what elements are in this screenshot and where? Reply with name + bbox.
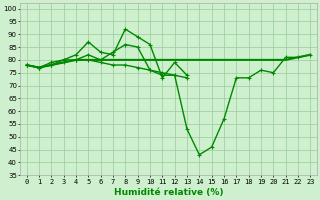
X-axis label: Humidité relative (%): Humidité relative (%) [114, 188, 223, 197]
